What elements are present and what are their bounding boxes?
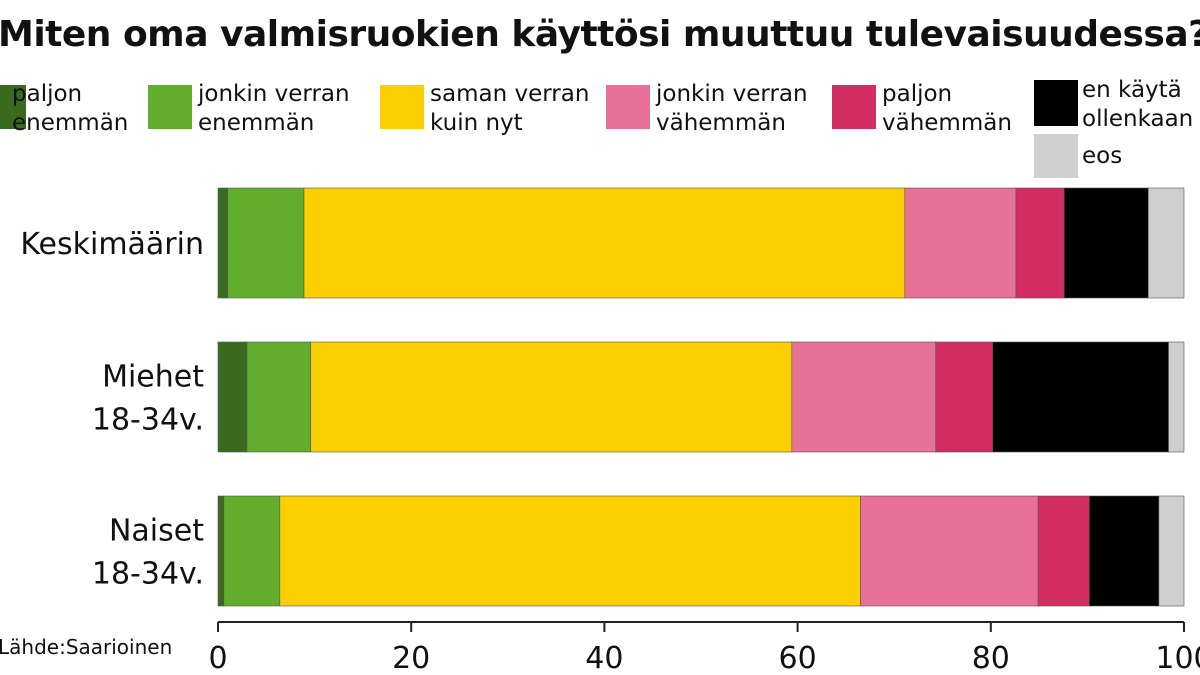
source-note: Lähde:Saarioinen [0, 635, 173, 659]
legend-swatch [606, 85, 650, 129]
bar-segment [1158, 495, 1185, 607]
x-tick-label: 80 [972, 641, 1010, 675]
bar-segment [1168, 341, 1185, 453]
legend-label: paljon vähemmän [882, 81, 1012, 136]
x-tick-label: 60 [779, 641, 817, 675]
legend-swatch [832, 85, 876, 129]
bar-segment [1063, 187, 1149, 299]
legend-label: saman verran kuin nyt [430, 81, 590, 136]
bar-segment [1015, 187, 1065, 299]
category-label: 18-34v. [92, 557, 204, 592]
bar-segment [217, 341, 248, 453]
bar-segment [860, 495, 1039, 607]
legend-swatch [380, 85, 424, 129]
legend-label: jonkin verran enemmän [198, 81, 350, 136]
chart-title: Miten oma valmisruokien käyttösi muuttuu… [0, 14, 1200, 55]
bar-segment [1037, 495, 1090, 607]
legend-swatch [0, 85, 26, 129]
legend-label: eos [1082, 143, 1123, 169]
legend-swatch [148, 85, 192, 129]
bar-segment [246, 341, 312, 453]
bar-segment [992, 341, 1169, 453]
category-label: 18-34v. [92, 403, 204, 438]
bar-segment [279, 495, 861, 607]
bar-segment [217, 495, 225, 607]
x-tick-label: 100 [1155, 641, 1200, 675]
bar-segment [904, 187, 1017, 299]
bar-segment [223, 495, 281, 607]
x-tick-label: 0 [208, 641, 227, 675]
legend-label: paljon enemmän [12, 81, 129, 136]
x-tick-label: 40 [585, 641, 623, 675]
legend-swatch [1034, 134, 1078, 178]
category-label: Miehet [102, 360, 204, 395]
category-label: Keskimäärin [20, 227, 204, 262]
legend-label: en käytä ollenkaan [1082, 77, 1194, 132]
category-label: Naiset [109, 514, 204, 549]
legend-swatch [1034, 80, 1078, 126]
bar-segment [935, 341, 994, 453]
legend-label: jonkin verran vähemmän [656, 81, 808, 136]
bar-segment [227, 187, 305, 299]
bar-segment [303, 187, 906, 299]
bar-segment [217, 187, 228, 299]
bar-segment [1147, 187, 1185, 299]
bar-segment [791, 341, 937, 453]
x-tick-label: 20 [392, 641, 430, 675]
bar-segment [310, 341, 793, 453]
bar-segment [1089, 495, 1160, 607]
